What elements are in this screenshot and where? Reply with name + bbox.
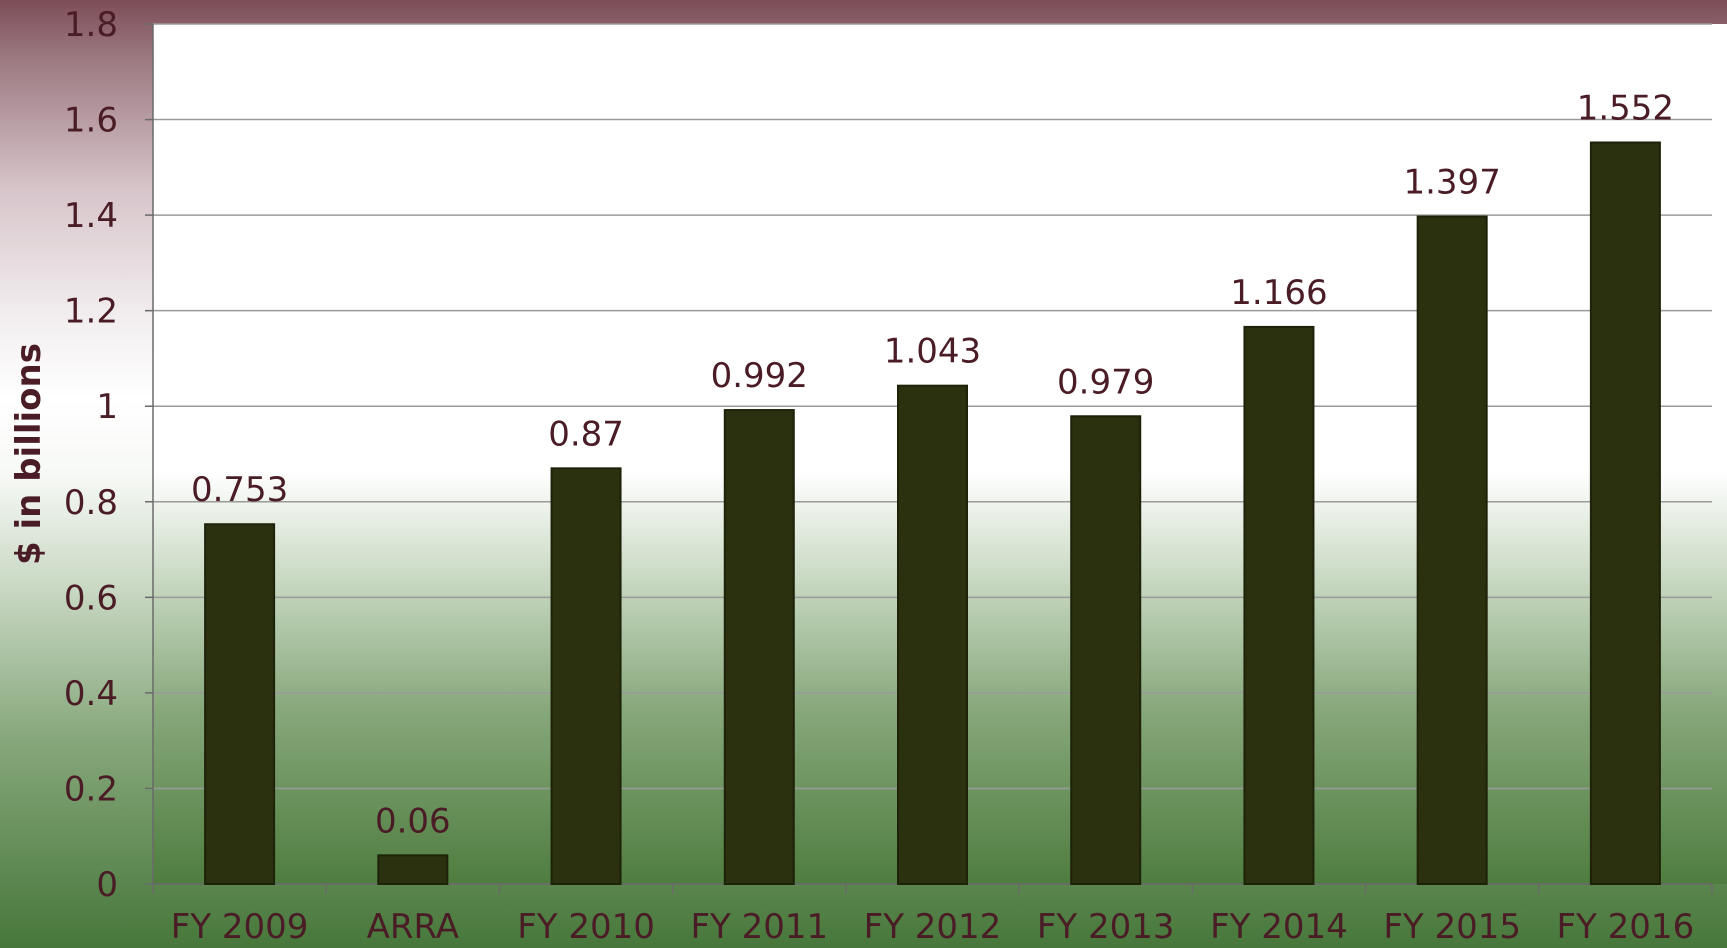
x-tick-label: FY 2011 [690, 907, 828, 947]
data-label: 1.552 [1577, 88, 1674, 128]
y-tick-label: 0.6 [64, 578, 118, 618]
x-tick-label: FY 2012 [864, 907, 1002, 947]
y-tick-label: 1.2 [64, 292, 118, 332]
x-tick-label: FY 2009 [171, 907, 309, 947]
data-label: 1.043 [884, 332, 981, 372]
y-axis-ticks: 0 0.2 0.4 0.6 0.8 1 1.2 1.4 1.6 1.8 [64, 5, 153, 905]
y-tick-label: 0.2 [64, 769, 118, 809]
y-tick-label: 1.6 [64, 101, 118, 141]
y-tick-label: 0.4 [64, 674, 118, 714]
y-tick-label: 1 [96, 387, 118, 427]
bar [1416, 215, 1488, 886]
y-axis-title: $ in billions [9, 343, 49, 565]
data-label: 0.753 [191, 470, 288, 510]
bar [1070, 415, 1142, 885]
x-tick-label: FY 2015 [1383, 907, 1521, 947]
bar [1243, 325, 1315, 885]
x-tick-label: FY 2010 [517, 907, 655, 947]
data-labels: 0.753 0.06 0.87 0.992 1.043 0.979 1.166 1.397 1.… [191, 88, 1674, 841]
bar [550, 467, 622, 885]
x-axis-labels: FY 2009 ARRA FY 2010 FY 2011 FY 2012 FY 2013 F… [171, 907, 1694, 947]
data-label: 1.397 [1403, 163, 1500, 203]
y-tick-label: 0 [96, 865, 118, 905]
bars [204, 141, 1661, 886]
data-label: 1.166 [1230, 273, 1327, 313]
y-tick-label: 0.8 [64, 483, 118, 523]
bar [723, 409, 795, 885]
x-tick-label: FY 2013 [1037, 907, 1175, 947]
y-tick-label: 1.4 [64, 196, 118, 236]
data-label: 0.979 [1057, 362, 1154, 402]
y-tick-label: 1.8 [64, 5, 118, 45]
data-label: 0.87 [548, 414, 624, 454]
x-tick-label: FY 2014 [1210, 907, 1348, 947]
bar [1589, 141, 1661, 885]
bar [204, 523, 276, 885]
x-tick-label: FY 2016 [1557, 907, 1695, 947]
data-label: 0.06 [375, 801, 451, 841]
bar [377, 854, 449, 885]
data-label: 0.992 [711, 356, 808, 396]
bar [897, 384, 968, 885]
x-tick-label: ARRA [367, 907, 459, 947]
